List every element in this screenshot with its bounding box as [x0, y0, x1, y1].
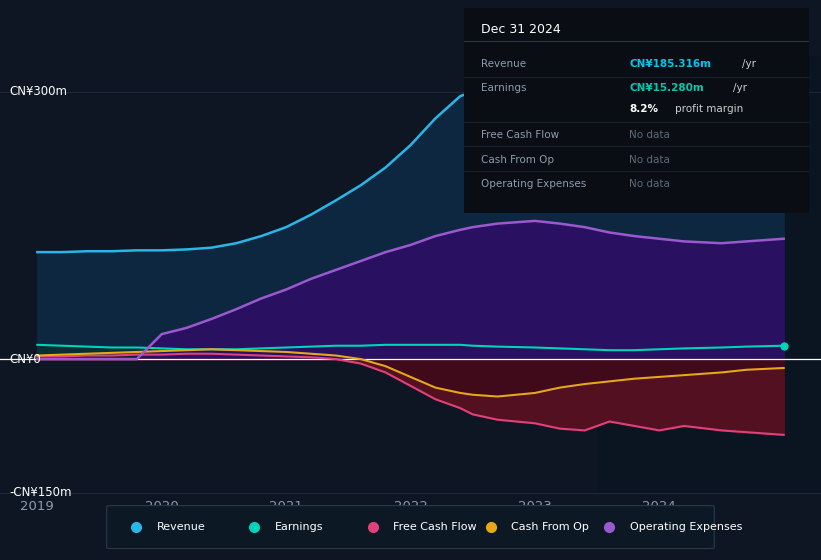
Text: CN¥185.316m: CN¥185.316m — [630, 59, 711, 68]
Text: profit margin: profit margin — [675, 104, 743, 114]
Text: Operating Expenses: Operating Expenses — [481, 179, 586, 189]
Text: Free Cash Flow: Free Cash Flow — [393, 522, 477, 532]
Text: Revenue: Revenue — [157, 522, 205, 532]
Text: Free Cash Flow: Free Cash Flow — [481, 130, 559, 140]
Text: CN¥0: CN¥0 — [10, 353, 42, 366]
Text: Cash From Op: Cash From Op — [481, 155, 554, 165]
Text: CN¥15.280m: CN¥15.280m — [630, 83, 704, 93]
Bar — [597, 56, 821, 493]
Text: -CN¥150m: -CN¥150m — [10, 486, 72, 500]
Text: 8.2%: 8.2% — [630, 104, 658, 114]
Text: Earnings: Earnings — [275, 522, 323, 532]
Text: Earnings: Earnings — [481, 83, 526, 93]
Text: CN¥300m: CN¥300m — [10, 85, 68, 98]
Text: Cash From Op: Cash From Op — [511, 522, 589, 532]
Text: No data: No data — [630, 155, 670, 165]
Text: /yr: /yr — [733, 83, 747, 93]
Text: No data: No data — [630, 179, 670, 189]
Text: /yr: /yr — [742, 59, 756, 68]
Text: Revenue: Revenue — [481, 59, 526, 68]
FancyBboxPatch shape — [107, 506, 714, 549]
Text: Operating Expenses: Operating Expenses — [630, 522, 742, 532]
Text: Dec 31 2024: Dec 31 2024 — [481, 23, 561, 36]
Text: No data: No data — [630, 130, 670, 140]
